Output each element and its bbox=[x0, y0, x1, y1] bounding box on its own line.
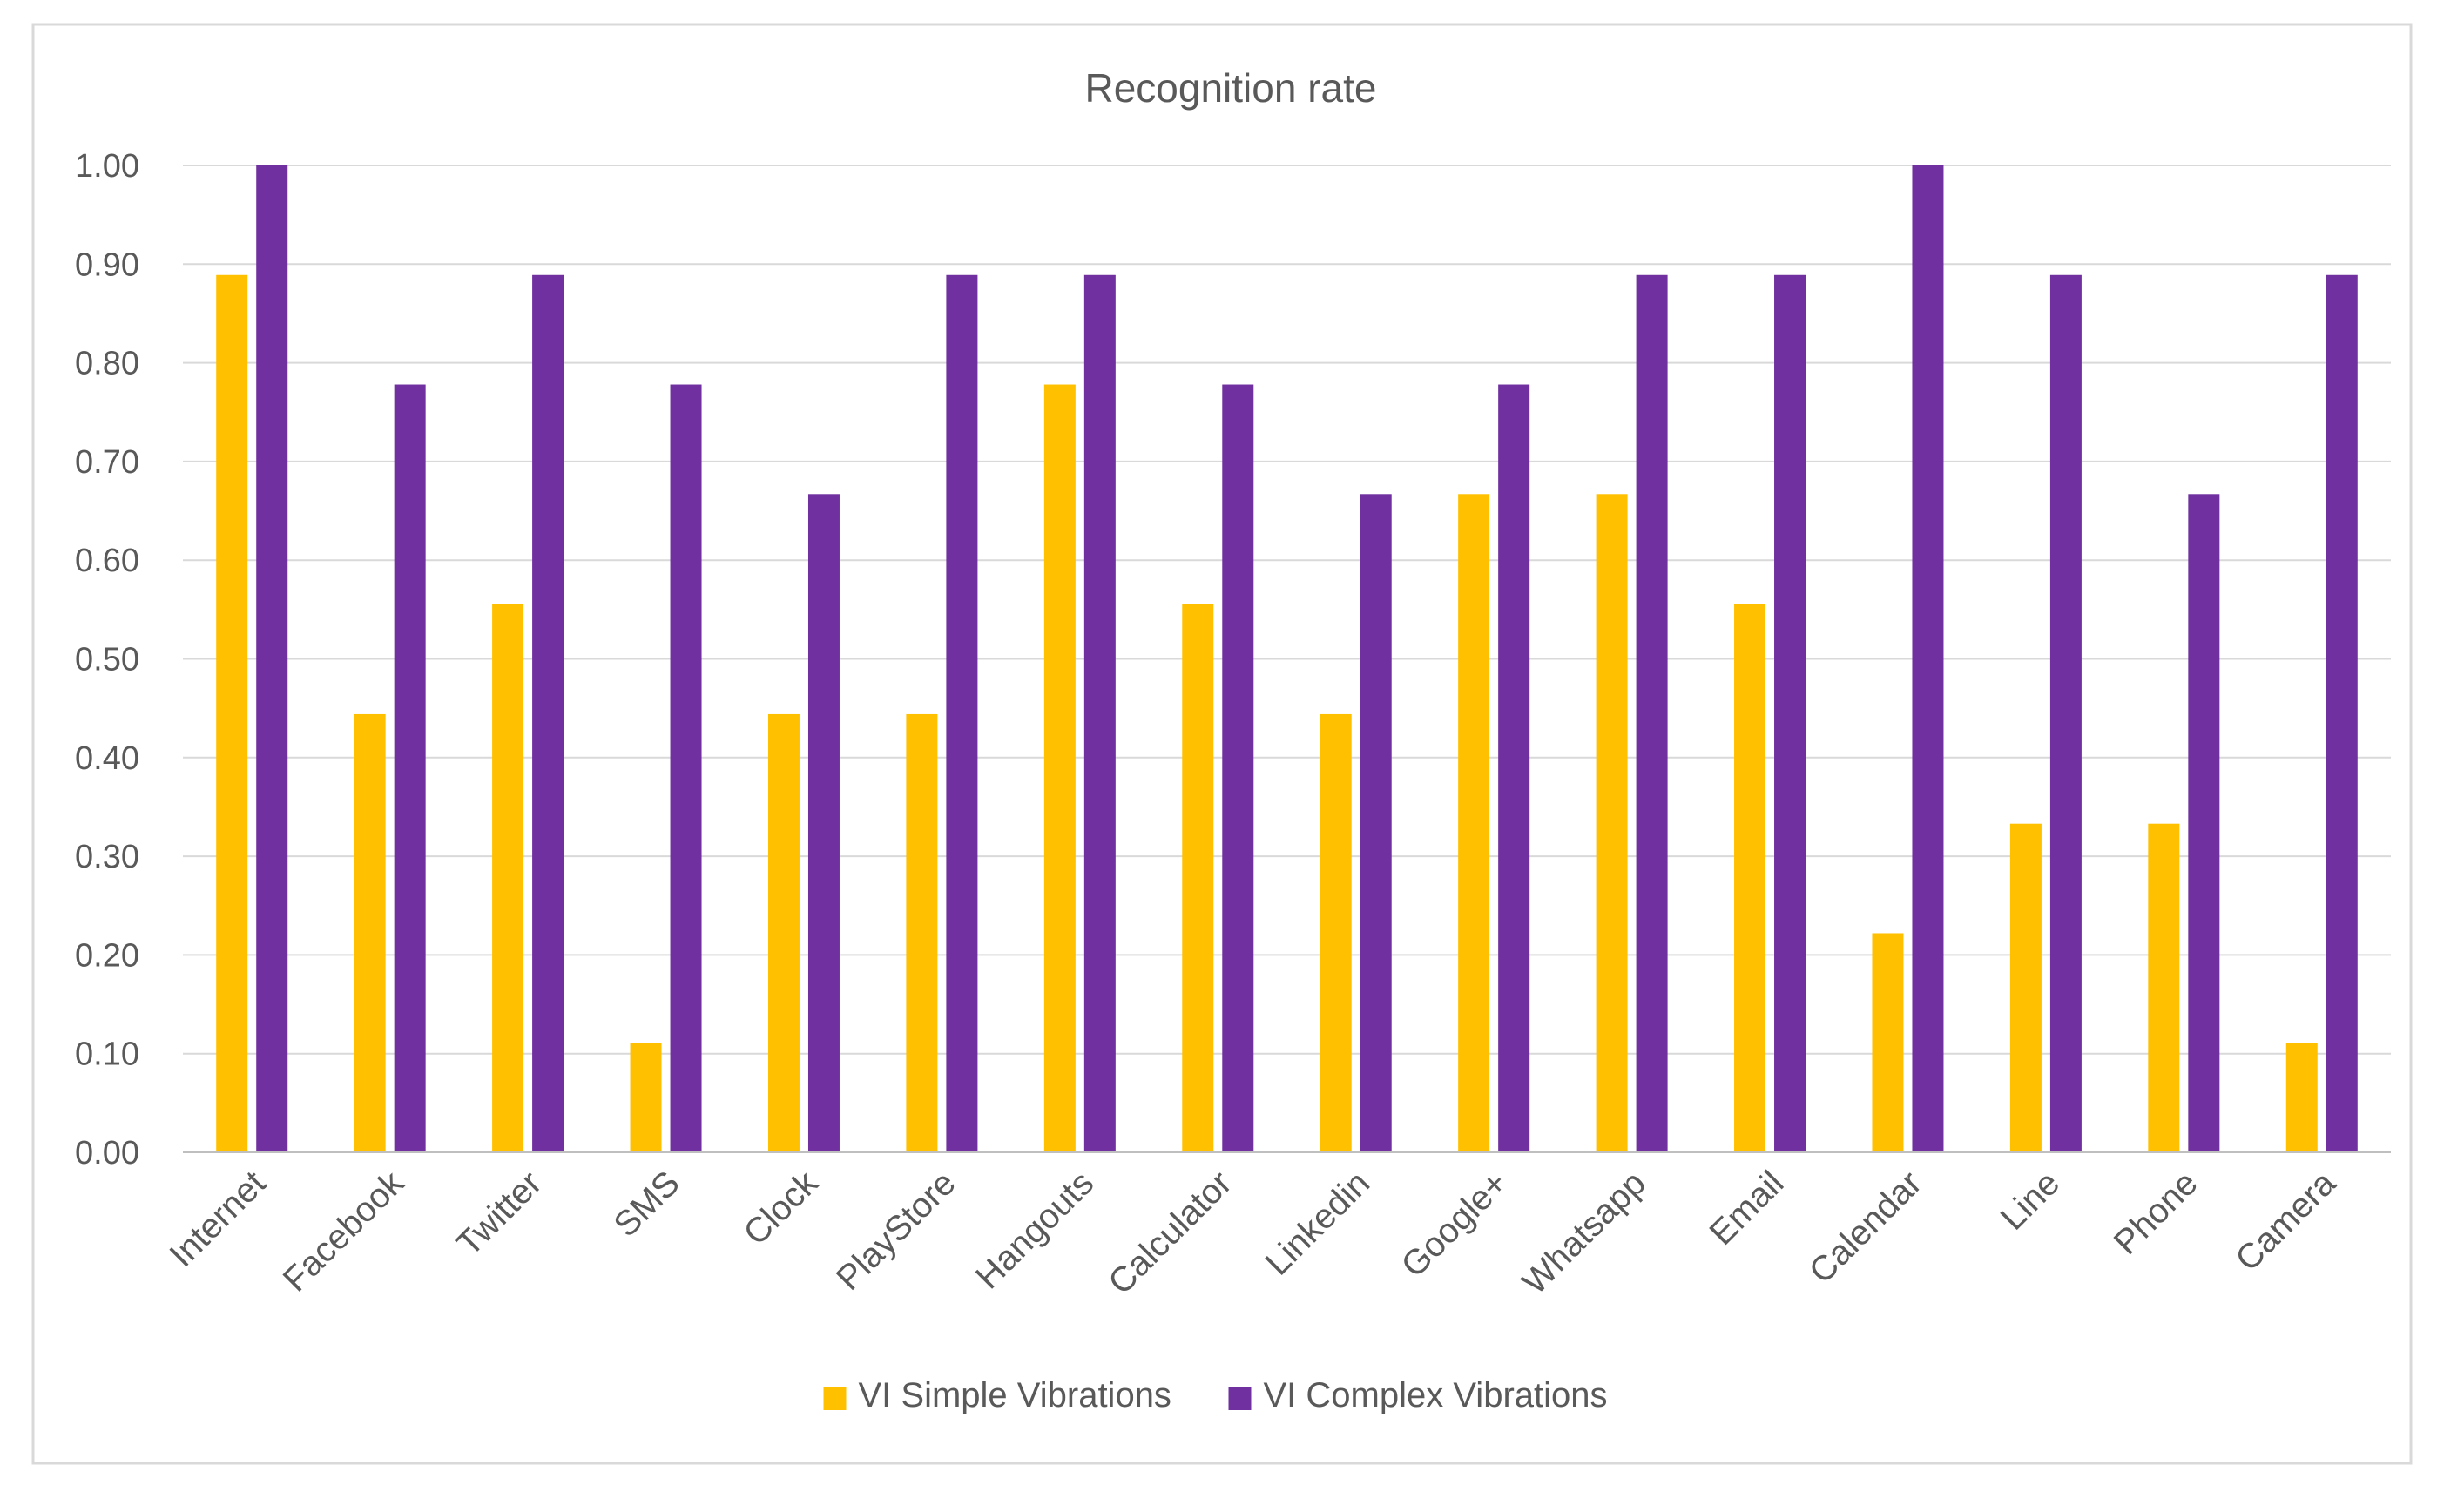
y-tick-label: 0.90 bbox=[75, 246, 139, 283]
bar-complex-linkedin bbox=[1360, 494, 1392, 1152]
bar-complex-calendar bbox=[1912, 165, 1944, 1152]
bar-complex-email bbox=[1774, 274, 1806, 1152]
y-tick-label: 0.80 bbox=[75, 346, 139, 382]
bar-complex-sms bbox=[670, 384, 702, 1152]
bar-simple-google bbox=[1458, 494, 1490, 1152]
bars bbox=[216, 165, 2358, 1152]
bar-complex-playstore bbox=[946, 274, 978, 1152]
bar-simple-playstore bbox=[906, 713, 938, 1152]
bar-simple-sms bbox=[630, 1043, 662, 1152]
bar-simple-email bbox=[1734, 604, 1766, 1152]
bar-complex-clock bbox=[807, 494, 840, 1152]
y-tick-label: 0.30 bbox=[75, 839, 139, 875]
legend: VI Simple Vibrations VI Complex Vibration… bbox=[823, 1376, 1608, 1414]
bar-simple-linkedin bbox=[1320, 713, 1352, 1152]
legend-swatch-simple bbox=[823, 1387, 847, 1410]
bar-complex-facebook bbox=[394, 384, 426, 1152]
y-tick-label: 0.60 bbox=[75, 543, 139, 579]
bar-complex-phone bbox=[2188, 494, 2220, 1152]
legend-swatch-complex bbox=[1228, 1387, 1252, 1410]
y-tick-label: 0.70 bbox=[75, 444, 139, 481]
chart-title: Recognition rate bbox=[1085, 65, 1377, 111]
bar-complex-calculator bbox=[1222, 384, 1254, 1152]
bar-simple-calendar bbox=[1872, 933, 1904, 1152]
y-tick-label: 0.40 bbox=[75, 740, 139, 777]
bar-complex-hangouts bbox=[1083, 274, 1116, 1152]
bar-simple-whatsapp bbox=[1596, 494, 1628, 1152]
bar-complex-twitter bbox=[532, 274, 564, 1152]
y-tick-label: 0.10 bbox=[75, 1036, 139, 1073]
bar-complex-camera bbox=[2326, 274, 2358, 1152]
bar-simple-internet bbox=[216, 274, 248, 1152]
y-tick-label: 1.00 bbox=[75, 148, 139, 185]
bar-simple-line bbox=[2009, 823, 2042, 1152]
legend-label-complex: VI Complex Vibrations bbox=[1264, 1376, 1608, 1414]
bar-simple-twitter bbox=[492, 604, 524, 1152]
y-tick-label: 0.50 bbox=[75, 642, 139, 678]
y-tick-label: 0.20 bbox=[75, 937, 139, 974]
legend-label-simple: VI Simple Vibrations bbox=[859, 1376, 1171, 1414]
bar-simple-camera bbox=[2285, 1043, 2318, 1152]
bar-simple-clock bbox=[767, 713, 800, 1152]
y-axis-tick-labels: 0.00 0.10 0.20 0.30 0.40 0.50 0.60 0.70 0.80 0.90… bbox=[75, 148, 139, 1171]
bar-simple-phone bbox=[2148, 823, 2180, 1152]
bar-complex-google bbox=[1498, 384, 1530, 1152]
bar-complex-line bbox=[2049, 274, 2082, 1152]
bar-simple-hangouts bbox=[1043, 384, 1076, 1152]
y-tick-label: 0.00 bbox=[75, 1135, 139, 1171]
bar-complex-whatsapp bbox=[1636, 274, 1668, 1152]
bar-complex-internet bbox=[256, 165, 288, 1152]
bar-simple-facebook bbox=[354, 713, 386, 1152]
bar-simple-calculator bbox=[1182, 604, 1214, 1152]
